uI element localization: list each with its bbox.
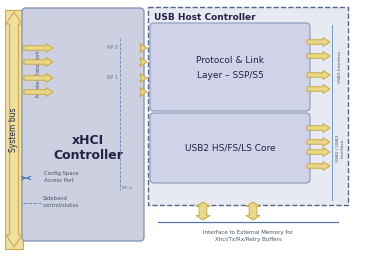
Polygon shape: [24, 44, 53, 53]
Polygon shape: [6, 12, 22, 247]
FancyBboxPatch shape: [5, 10, 23, 249]
Text: Sideband
control/status: Sideband control/status: [43, 196, 79, 208]
Polygon shape: [307, 162, 330, 170]
FancyBboxPatch shape: [150, 23, 310, 111]
Polygon shape: [307, 84, 330, 93]
Text: RP 0: RP 0: [107, 45, 118, 49]
Text: RP 1: RP 1: [107, 75, 118, 80]
Polygon shape: [140, 74, 147, 83]
Text: USB2 / USB1
Interface: USB2 / USB1 Interface: [336, 134, 344, 162]
Polygon shape: [140, 57, 147, 67]
Polygon shape: [307, 70, 330, 80]
Polygon shape: [307, 147, 330, 156]
Text: USB2 HS/FS/LS Core: USB2 HS/FS/LS Core: [185, 143, 275, 153]
Polygon shape: [140, 44, 147, 53]
Text: Controller: Controller: [53, 148, 123, 162]
Polygon shape: [24, 88, 53, 97]
Text: USB3 Interface: USB3 Interface: [338, 51, 342, 83]
Text: USB Host Controller: USB Host Controller: [154, 12, 256, 21]
Text: Interface to External Memory for
Xhci/Tx/Rx/Retry Buffers: Interface to External Memory for Xhci/Tx…: [203, 230, 293, 242]
Polygon shape: [196, 202, 210, 220]
Text: Config Space
Access Port: Config Space Access Port: [44, 171, 79, 183]
Text: Master Data Ports: Master Data Ports: [36, 47, 42, 97]
Polygon shape: [307, 124, 330, 133]
FancyBboxPatch shape: [22, 8, 144, 241]
FancyBboxPatch shape: [148, 7, 348, 205]
Text: System bus: System bus: [10, 107, 18, 152]
Text: Layer – SSP/S5: Layer – SSP/S5: [197, 70, 263, 80]
Polygon shape: [24, 74, 53, 83]
Text: Protocol & Link: Protocol & Link: [196, 55, 264, 64]
Polygon shape: [140, 88, 147, 97]
Text: RF In: RF In: [122, 186, 133, 190]
Polygon shape: [307, 52, 330, 61]
Text: xHCI: xHCI: [72, 133, 104, 147]
Polygon shape: [246, 202, 260, 220]
Polygon shape: [307, 38, 330, 47]
Polygon shape: [24, 57, 53, 67]
Polygon shape: [307, 138, 330, 147]
FancyBboxPatch shape: [150, 113, 310, 183]
